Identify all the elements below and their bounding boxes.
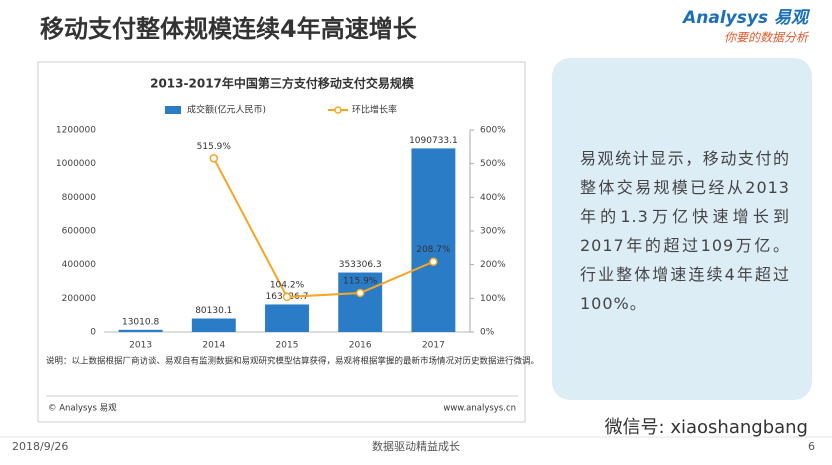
y2-tick-label: 600% (480, 126, 506, 136)
line (212, 157, 434, 298)
bar-value-label: 80130.1 (195, 306, 232, 316)
slide-title: 移动支付整体规模连续4年高速增长 (40, 15, 418, 43)
line-value-label: 208.7% (416, 245, 451, 255)
legend-swatch (165, 106, 181, 114)
bar-value-label: 1090733.1 (409, 136, 458, 146)
line-point (355, 288, 365, 298)
y2-tick-label: 500% (480, 159, 506, 169)
bar (338, 272, 383, 332)
website: www.analysys.cn (443, 404, 516, 414)
bar-value-label: 13010.8 (122, 317, 159, 327)
side-panel: 易观统计显示，移动支付的整体交易规模已经从2013年的1.3万亿快速增长到201… (552, 58, 812, 400)
line-value-label: 515.9% (197, 142, 232, 152)
bar (118, 329, 163, 332)
page-number: 6 (808, 440, 815, 453)
x-tick-label: 2017 (422, 341, 445, 351)
x-tick-label: 2013 (129, 341, 152, 351)
legend-label: 成交额(亿元人民币) (187, 104, 266, 116)
legend-label: 环比增长率 (352, 104, 397, 116)
line-value-label: 104.2% (270, 280, 305, 290)
chart-title: 2013-2017年中国第三方支付移动支付交易规模 (150, 76, 415, 91)
line-point (282, 292, 292, 302)
x-tick-label: 2014 (202, 341, 225, 351)
y2-tick-label: 100% (480, 294, 506, 304)
y2-tick-label: 0% (480, 328, 495, 338)
y-tick-label: 800000 (62, 193, 97, 203)
y-tick-label: 600000 (62, 227, 97, 237)
bar (411, 148, 456, 332)
x-tick-label: 2015 (276, 341, 299, 351)
y-tick-label: 1200000 (56, 126, 96, 136)
wechat: 微信号: xiaoshangbang (605, 417, 808, 438)
legend-marker (334, 106, 342, 114)
source: © Analysys 易观 (48, 404, 117, 414)
y2-tick-label: 400% (480, 193, 506, 203)
y2-tick-label: 300% (480, 227, 506, 237)
y-tick-label: 0 (90, 328, 96, 338)
bar (265, 304, 309, 332)
x-tick-label: 2016 (349, 341, 372, 351)
bar-value-label: 353306.3 (339, 260, 382, 270)
y-tick-label: 1000000 (56, 159, 96, 169)
y-tick-label: 400000 (62, 260, 97, 270)
y-tick-label: 200000 (62, 294, 97, 304)
logo-slogan: 你要的数据分析 (724, 31, 810, 45)
footer-date: 2018/9/26 (12, 440, 68, 453)
line-value-label: 115.9% (343, 276, 378, 286)
logo: Analysys 易观 (681, 8, 811, 28)
footer-slogan: 数据驱动精益成长 (372, 439, 460, 453)
side-text: 易观统计显示，移动支付的整体交易规模已经从2013年的1.3万亿快速增长到201… (580, 149, 790, 313)
note: 说明：以上数据根据厂商访谈、易观自有监测数据和易观研究模型估算获得，易观将根据掌… (46, 356, 539, 367)
y2-tick-label: 200% (480, 260, 506, 270)
line-point (429, 257, 438, 266)
bar (191, 318, 236, 332)
line-point (209, 154, 219, 163)
